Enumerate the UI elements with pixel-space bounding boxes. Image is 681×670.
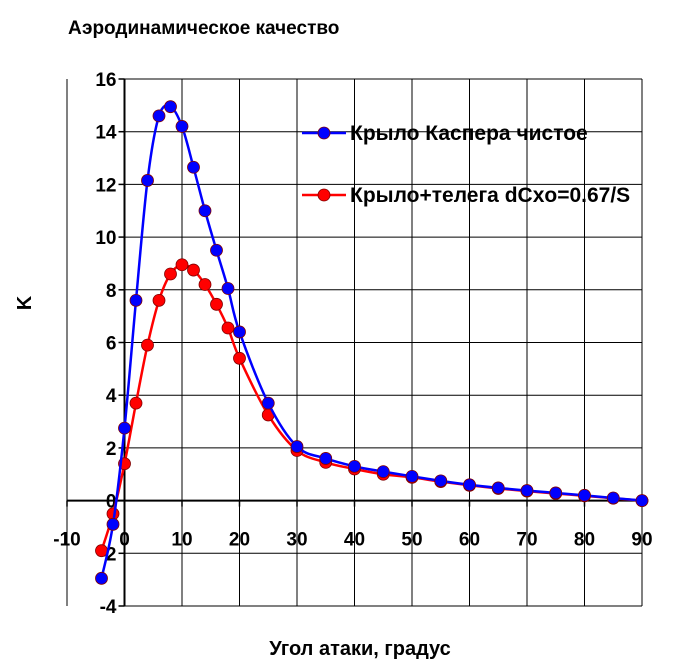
data-point [198,204,212,218]
data-point [221,282,235,295]
data-point [175,120,189,133]
data-point [164,100,177,114]
data-point [434,474,448,488]
axes [66,78,643,607]
data-point [290,440,304,453]
legend: Крыло Каспера чистое Крыло+телега dCxo=0.… [302,122,630,207]
data-point [491,481,505,495]
data-point [376,465,390,479]
data-point [578,488,591,502]
series-wing-cart [95,258,649,558]
y-tick-label: 16 [95,70,116,91]
x-tick-label: 40 [344,530,365,551]
data-point [463,478,476,492]
x-tick-label: 0 [119,530,130,551]
data-point [187,160,200,174]
chart-title: Аэродинамическое качество [68,18,339,39]
y-tick-label: 8 [106,281,117,302]
x-tick-label: 20 [229,530,250,551]
y-axis-label: K [14,295,36,310]
data-point [118,421,131,435]
data-point [95,544,108,558]
data-point [233,351,246,365]
data-point [198,278,212,291]
data-point [106,517,120,531]
data-point [95,571,108,585]
legend-item: Крыло+телега dCxo=0.67/S [302,184,630,207]
data-point [210,243,223,257]
legend-item: Крыло Каспера чистое [302,122,588,145]
legend-label: Крыло+телега dCxo=0.67/S [350,184,630,207]
data-point [152,293,166,307]
y-tick-label: 0 [106,492,117,513]
y-tick-label: 6 [106,334,117,355]
data-point [635,494,649,508]
data-point [606,491,620,505]
series-line [100,104,643,579]
data-point [129,293,143,307]
x-axis-label: Угол атаки, градус [269,638,451,660]
series-line [100,263,643,552]
legend-marker [317,126,331,140]
data-point [152,109,166,123]
y-tick-label: -4 [100,597,117,618]
data-point [141,174,154,187]
x-tick-label: 90 [631,530,652,551]
y-tick-label: 14 [95,123,117,144]
y-tick-label: 4 [106,386,117,407]
y-tick-label: 12 [95,175,116,196]
data-point [319,452,333,465]
x-tick-label: 50 [401,530,422,551]
legend-label: Крыло Каспера чистое [350,122,588,145]
data-point [221,321,235,335]
data-point [348,459,361,473]
series-clean-wing [95,100,649,585]
data-point [405,469,419,483]
series-group [95,100,649,585]
x-tick-label: 10 [171,530,192,551]
legend-marker [317,188,331,202]
x-tick-label: 30 [286,530,307,551]
data-point [233,325,246,339]
x-tick-label: 70 [516,530,537,551]
data-point [175,258,189,272]
y-tick-label: 10 [95,228,116,249]
data-point [261,396,275,410]
x-tick-label: 80 [574,530,595,551]
data-point [141,338,154,352]
data-point [520,484,534,497]
y-tick-label: 2 [106,439,117,460]
data-point [164,267,177,281]
data-point [549,486,563,500]
grid [66,78,643,607]
data-point [187,263,200,277]
x-tick-label: 60 [459,530,480,551]
x-tick-label: -10 [53,530,80,551]
data-point [210,297,223,311]
data-point [129,396,143,410]
